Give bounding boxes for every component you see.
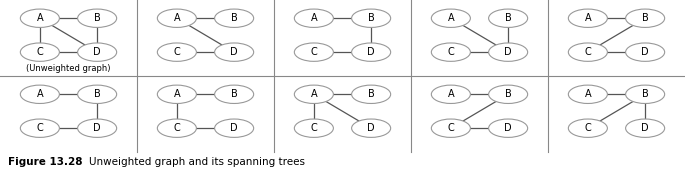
Ellipse shape [295, 119, 334, 137]
Text: C: C [584, 123, 591, 133]
Ellipse shape [351, 43, 390, 61]
Text: D: D [367, 123, 375, 133]
Ellipse shape [77, 9, 116, 27]
Text: A: A [36, 89, 43, 99]
Ellipse shape [488, 85, 527, 104]
Text: C: C [447, 47, 454, 57]
Ellipse shape [625, 85, 664, 104]
Text: D: D [641, 123, 649, 133]
Text: C: C [584, 47, 591, 57]
Ellipse shape [21, 43, 60, 61]
Ellipse shape [432, 43, 471, 61]
Ellipse shape [214, 119, 253, 137]
Ellipse shape [488, 9, 527, 27]
Ellipse shape [295, 9, 334, 27]
Ellipse shape [625, 119, 664, 137]
Text: D: D [504, 123, 512, 133]
Text: A: A [173, 13, 180, 23]
Ellipse shape [77, 119, 116, 137]
Ellipse shape [158, 119, 197, 137]
Ellipse shape [569, 85, 608, 104]
Text: B: B [94, 89, 101, 99]
Ellipse shape [569, 43, 608, 61]
Ellipse shape [158, 85, 197, 104]
Ellipse shape [214, 43, 253, 61]
Text: Unweighted graph and its spanning trees: Unweighted graph and its spanning trees [89, 157, 305, 167]
Ellipse shape [432, 119, 471, 137]
Ellipse shape [21, 119, 60, 137]
Text: A: A [310, 13, 317, 23]
Ellipse shape [214, 85, 253, 104]
Text: B: B [94, 13, 101, 23]
Ellipse shape [351, 85, 390, 104]
Text: A: A [447, 89, 454, 99]
Text: C: C [310, 123, 317, 133]
Text: C: C [173, 123, 180, 133]
Text: A: A [447, 13, 454, 23]
Ellipse shape [432, 85, 471, 104]
Text: Figure 13.28: Figure 13.28 [8, 157, 83, 167]
Text: (Unweighted graph): (Unweighted graph) [26, 64, 111, 73]
Text: B: B [642, 13, 649, 23]
Text: A: A [173, 89, 180, 99]
Text: C: C [173, 47, 180, 57]
Text: D: D [367, 47, 375, 57]
Text: B: B [231, 89, 238, 99]
Ellipse shape [21, 85, 60, 104]
Ellipse shape [77, 85, 116, 104]
Text: C: C [447, 123, 454, 133]
Text: D: D [93, 123, 101, 133]
Text: A: A [584, 13, 591, 23]
Ellipse shape [158, 43, 197, 61]
Text: D: D [641, 47, 649, 57]
Text: D: D [504, 47, 512, 57]
Text: B: B [368, 13, 375, 23]
Ellipse shape [625, 9, 664, 27]
Ellipse shape [432, 9, 471, 27]
Text: C: C [36, 123, 43, 133]
Ellipse shape [158, 9, 197, 27]
Ellipse shape [21, 9, 60, 27]
Text: C: C [310, 47, 317, 57]
Ellipse shape [351, 119, 390, 137]
Ellipse shape [488, 43, 527, 61]
Text: C: C [36, 47, 43, 57]
Text: A: A [584, 89, 591, 99]
Ellipse shape [295, 85, 334, 104]
Ellipse shape [569, 119, 608, 137]
Text: D: D [93, 47, 101, 57]
Text: D: D [230, 47, 238, 57]
Ellipse shape [214, 9, 253, 27]
Ellipse shape [351, 9, 390, 27]
Ellipse shape [569, 9, 608, 27]
Text: D: D [230, 123, 238, 133]
Text: B: B [505, 13, 512, 23]
Ellipse shape [625, 43, 664, 61]
Text: B: B [368, 89, 375, 99]
Text: B: B [505, 89, 512, 99]
Ellipse shape [77, 43, 116, 61]
Text: A: A [36, 13, 43, 23]
Text: B: B [231, 13, 238, 23]
Ellipse shape [295, 43, 334, 61]
Text: B: B [642, 89, 649, 99]
Text: A: A [310, 89, 317, 99]
Ellipse shape [488, 119, 527, 137]
